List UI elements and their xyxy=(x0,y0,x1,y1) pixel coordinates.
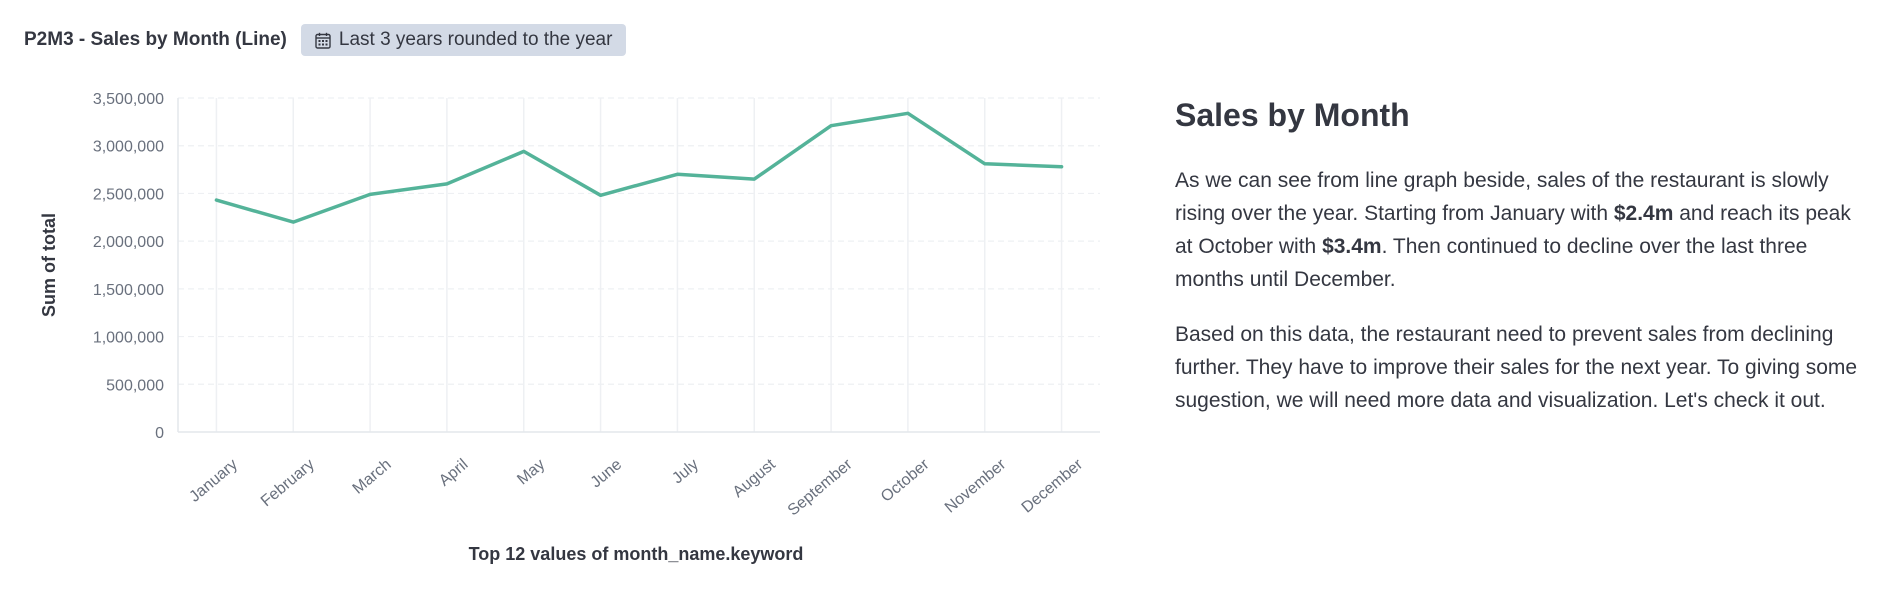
y-tick-label: 1,000,000 xyxy=(93,330,164,347)
x-tick-label: September xyxy=(785,456,856,520)
markdown-paragraph-2: Based on this data, the restaurant need … xyxy=(1175,323,1858,412)
x-tick-label: March xyxy=(350,456,395,498)
x-tick-label: June xyxy=(588,456,626,491)
y-tick-label: 500,000 xyxy=(106,377,164,394)
y-tick-label: 2,000,000 xyxy=(93,234,164,251)
x-tick-label: July xyxy=(669,456,702,487)
x-tick-label: August xyxy=(730,456,780,501)
line-chart: 0 500,000 1,000,000 1,500,000 2,000,000 2,500… xyxy=(0,70,1140,590)
calendar-icon xyxy=(315,32,331,49)
y-axis: 0 500,000 1,000,000 1,500,000 2,000,000 2,500… xyxy=(93,91,164,442)
panel-header: P2M3 - Sales by Month (Line) Last 3 year… xyxy=(24,24,627,56)
markdown-panel: Sales by Month As we can see from line g… xyxy=(1175,92,1865,439)
p1-bold-peak: $3.4m xyxy=(1322,235,1382,258)
p1-text-c: and reach its peak at October with xyxy=(1175,202,1851,258)
y-tick-label: 3,500,000 xyxy=(93,91,164,108)
x-tick-label: January xyxy=(186,456,241,506)
y-tick-label: 1,500,000 xyxy=(93,282,164,299)
y-tick-label: 0 xyxy=(155,425,164,442)
markdown-heading: Sales by Month xyxy=(1175,97,1410,133)
p1-bold-start: $2.4m xyxy=(1613,202,1674,225)
x-tick-label: April xyxy=(436,456,471,490)
time-range-label: Last 3 years rounded to the year xyxy=(338,29,613,50)
y-tick-label: 3,000,000 xyxy=(93,139,164,156)
x-tick-label: November xyxy=(942,456,1010,517)
y-axis-title: Sum of total xyxy=(39,213,59,317)
x-tick-label: December xyxy=(1019,456,1087,517)
time-range-badge[interactable]: Last 3 years rounded to the year xyxy=(300,24,627,56)
line-chart-svg: 0 500,000 1,000,000 1,500,000 2,000,000 2,500… xyxy=(39,91,1100,564)
p1-text-e: . Then continued to decline over the las… xyxy=(1175,235,1808,291)
x-tick-label: May xyxy=(514,456,548,488)
p1-text-a: As we can see from line graph beside, sa… xyxy=(1175,169,1829,225)
series-line[interactable] xyxy=(214,111,1064,224)
x-tick-label: February xyxy=(258,456,318,510)
markdown-paragraph-1: As we can see from line graph beside, sa… xyxy=(1175,164,1865,296)
x-axis: January February March April May June July Augu… xyxy=(186,456,1086,520)
panel-title: P2M3 - Sales by Month (Line) xyxy=(24,29,287,50)
y-tick-label: 2,500,000 xyxy=(93,186,164,203)
x-tick-label: October xyxy=(878,456,933,506)
chart-grid xyxy=(177,97,1100,433)
x-axis-title: Top 12 values of month_name.keyword xyxy=(469,544,804,564)
